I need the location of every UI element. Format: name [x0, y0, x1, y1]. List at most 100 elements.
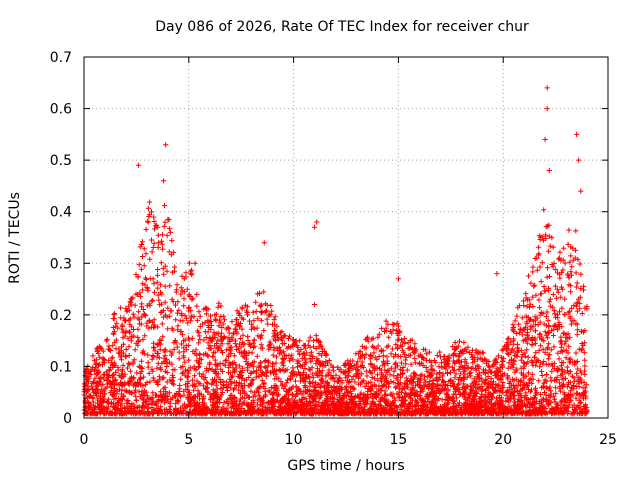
data-point: [248, 388, 254, 394]
data-point: [144, 320, 150, 326]
data-point: [154, 279, 160, 285]
data-point: [547, 352, 553, 358]
data-point: [567, 379, 573, 385]
data-point: [229, 319, 235, 325]
data-point: [145, 205, 151, 211]
data-point: [398, 360, 404, 366]
data-point: [532, 335, 538, 341]
data-point: [202, 329, 208, 335]
data-point: [353, 373, 359, 379]
data-point: [226, 360, 232, 366]
data-point: [151, 226, 158, 232]
data-point: [252, 393, 258, 399]
data-point: [120, 341, 127, 347]
data-point: [419, 372, 425, 378]
data-point: [408, 361, 414, 367]
data-point: [518, 399, 524, 405]
data-point: [558, 294, 564, 300]
data-point: [222, 358, 228, 364]
data-point: [545, 330, 551, 336]
data-point: [133, 393, 139, 399]
data-point: [351, 386, 357, 392]
data-point: [212, 316, 218, 322]
data-point: [190, 397, 197, 403]
data-point: [495, 353, 501, 359]
data-point: [554, 374, 560, 380]
data-point: [141, 246, 147, 252]
data-point: [420, 362, 426, 369]
data-point: [541, 207, 547, 213]
data-point: [517, 390, 523, 396]
data-point: [219, 368, 225, 375]
data-point: [549, 410, 555, 416]
data-point: [286, 392, 292, 398]
data-point: [512, 358, 518, 364]
data-point: [551, 323, 557, 330]
data-point: [294, 343, 300, 349]
data-point: [479, 383, 485, 390]
data-point: [232, 338, 239, 344]
data-point: [493, 395, 500, 401]
data-point: [536, 251, 542, 257]
data-point: [185, 410, 191, 416]
data-point: [109, 356, 115, 362]
data-point: [410, 385, 416, 391]
data-point: [274, 408, 280, 414]
data-point: [332, 391, 338, 397]
data-point: [430, 399, 436, 405]
data-point: [488, 404, 494, 410]
data-point: [311, 344, 317, 350]
data-point: [248, 370, 254, 376]
data-point: [452, 346, 459, 352]
data-point: [119, 367, 125, 373]
data-point: [271, 317, 277, 323]
data-point: [95, 397, 101, 403]
data-point: [482, 397, 488, 403]
data-point: [111, 316, 117, 322]
data-point: [313, 402, 319, 408]
data-point: [553, 295, 560, 301]
data-point: [508, 390, 514, 396]
data-point: [185, 380, 191, 387]
data-point: [158, 238, 165, 244]
data-point: [472, 358, 478, 364]
data-point: [392, 397, 398, 403]
data-point: [250, 309, 256, 315]
data-point: [474, 390, 480, 397]
data-point: [91, 379, 97, 385]
data-point: [380, 410, 387, 416]
data-point: [174, 282, 180, 288]
data-point: [254, 353, 260, 359]
data-point: [216, 300, 222, 306]
data-point: [243, 411, 249, 417]
data-point: [582, 328, 588, 334]
data-point: [167, 400, 173, 406]
data-point: [179, 273, 185, 279]
data-point: [151, 344, 157, 350]
data-point: [417, 377, 423, 383]
data-point: [129, 296, 135, 302]
data-point: [486, 380, 492, 386]
data-point: [181, 296, 187, 302]
data-point: [405, 385, 411, 391]
data-point: [132, 302, 138, 308]
data-point: [479, 350, 485, 356]
data-point: [101, 376, 107, 382]
data-point: [264, 302, 270, 308]
data-point: [565, 331, 571, 337]
data-point: [183, 274, 189, 280]
data-point: [118, 357, 125, 363]
data-point: [258, 310, 264, 316]
data-point: [127, 361, 133, 367]
data-point: [114, 391, 120, 397]
data-point: [444, 369, 451, 375]
data-point: [386, 334, 392, 340]
data-point: [169, 238, 175, 244]
data-point: [417, 385, 424, 391]
data-point: [134, 404, 141, 411]
data-point: [147, 318, 153, 324]
data-point: [521, 302, 527, 309]
data-point: [579, 411, 585, 417]
data-point: [395, 323, 402, 329]
data-point: [259, 372, 265, 378]
